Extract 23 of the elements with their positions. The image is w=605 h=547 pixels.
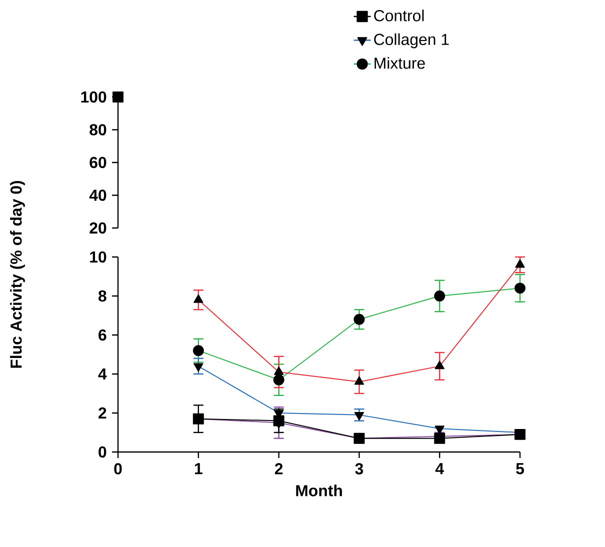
point	[434, 432, 446, 444]
x-tick-label: 3	[355, 463, 364, 474]
legend-label: Mixture	[374, 57, 425, 69]
y-tick-label: 80	[90, 124, 106, 136]
y-axis-title: Fluc Activity (% of day 0)	[10, 181, 25, 368]
y-tick-label: 0	[98, 446, 106, 458]
y-tick-label: 20	[90, 222, 106, 234]
y-tick-label: 4	[98, 368, 107, 380]
x-tick-label: 1	[194, 463, 202, 474]
x-tick-label: 2	[274, 463, 283, 474]
y-tick-label: 2	[98, 407, 106, 419]
y-tick-label: 6	[98, 329, 106, 341]
x-tick-label: 5	[516, 463, 524, 474]
y-tick-label: 10	[90, 251, 106, 263]
y-tick-label: 60	[90, 156, 106, 168]
y-tick-label: 100	[81, 91, 106, 103]
x-tick-label: 4	[435, 463, 444, 474]
y-tick-label: 40	[89, 190, 106, 201]
y-tick-label: 8	[98, 290, 106, 302]
x-tick-label: 0	[114, 463, 122, 474]
legend-label: Control	[374, 10, 424, 22]
x-axis-title: Month	[296, 484, 342, 496]
legend-label: Collagen 1	[374, 33, 449, 48]
